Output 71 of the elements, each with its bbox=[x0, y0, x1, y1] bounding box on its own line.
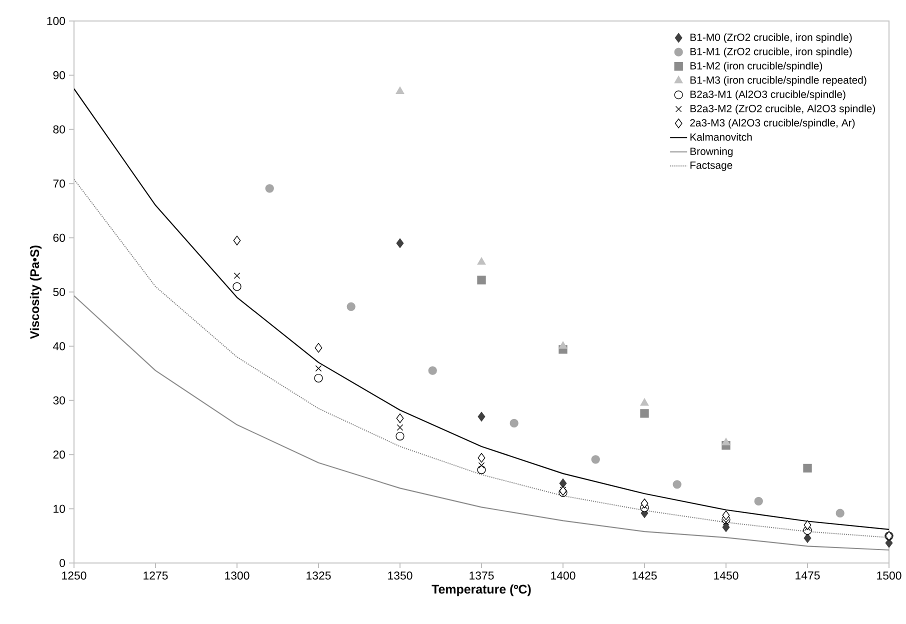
y-tick-label: 60 bbox=[53, 234, 66, 242]
point bbox=[672, 480, 682, 489]
legend-label: Browning bbox=[690, 147, 733, 158]
point bbox=[640, 498, 648, 508]
y-axis-title: Viscosity (Pa•S) bbox=[30, 246, 42, 339]
x-tick-label: 1300 bbox=[225, 572, 250, 580]
point bbox=[396, 238, 404, 248]
point bbox=[315, 365, 322, 372]
point bbox=[396, 86, 404, 94]
line-series bbox=[74, 295, 890, 551]
x-tick-label: 1400 bbox=[551, 572, 576, 580]
point bbox=[314, 342, 322, 353]
point bbox=[477, 276, 486, 284]
y-tick-label: 10 bbox=[54, 504, 66, 513]
point bbox=[722, 438, 730, 446]
y-tick-label: 20 bbox=[53, 450, 66, 459]
point bbox=[722, 522, 730, 532]
x-tick-label: 1450 bbox=[714, 572, 738, 580]
x-tick-label: 1500 bbox=[877, 572, 902, 580]
legend-label: B1-M1 (ZrO2 crucible, iron spindle) bbox=[690, 48, 852, 58]
point bbox=[477, 257, 486, 265]
point bbox=[396, 424, 404, 431]
point bbox=[396, 413, 404, 424]
point bbox=[478, 412, 486, 422]
x-tick-label: 1325 bbox=[306, 572, 331, 580]
point bbox=[428, 366, 437, 375]
y-tick-label: 50 bbox=[53, 288, 66, 296]
point bbox=[314, 374, 323, 383]
legend-label: Factsage bbox=[690, 162, 732, 171]
point bbox=[478, 453, 486, 463]
point bbox=[232, 282, 242, 291]
y-tick-label: 100 bbox=[47, 16, 66, 26]
point bbox=[346, 302, 356, 311]
legend-label: B1-M3 (iron crucible/spindle repeated) bbox=[690, 76, 866, 86]
x-tick-label: 1425 bbox=[632, 572, 657, 580]
x-tick-label: 1250 bbox=[62, 572, 86, 580]
y-tick-label: 30 bbox=[53, 396, 66, 404]
point bbox=[722, 510, 730, 520]
point bbox=[722, 519, 730, 526]
point bbox=[478, 462, 485, 469]
x-tick-label: 1350 bbox=[388, 572, 412, 580]
point bbox=[510, 418, 518, 428]
point bbox=[265, 184, 274, 193]
point bbox=[640, 398, 649, 406]
x-tick-label: 1275 bbox=[144, 572, 168, 580]
legend-label: Kalmanovitch bbox=[690, 133, 752, 141]
point bbox=[754, 496, 763, 506]
point bbox=[558, 341, 568, 349]
x-axis-title: Temperature (ºC) bbox=[432, 584, 531, 596]
point bbox=[804, 533, 812, 543]
legend-label: B1-M0 (ZrO2 crucible, iron spindle) bbox=[690, 33, 852, 44]
legend-label: 2a3-M3 (Al2O3 crucible/spindle, Ar) bbox=[690, 118, 855, 129]
x-tick-label: 1475 bbox=[796, 572, 820, 580]
point bbox=[836, 508, 844, 518]
legend-label: B2a3-M1 (Al2O3 crucible/spindle) bbox=[690, 90, 846, 100]
y-tick-label: 40 bbox=[53, 342, 66, 350]
point bbox=[804, 520, 812, 530]
y-tick-label: 70 bbox=[53, 180, 66, 188]
point bbox=[640, 409, 649, 418]
legend-label: B1-M2 (iron crucible/spindle) bbox=[690, 62, 822, 72]
point bbox=[803, 464, 812, 472]
point bbox=[559, 478, 567, 488]
point bbox=[233, 236, 241, 246]
y-tick-label: 80 bbox=[53, 125, 66, 134]
y-tick-label: 0 bbox=[60, 558, 66, 568]
point bbox=[591, 455, 600, 464]
y-tick-label: 90 bbox=[53, 71, 66, 80]
x-tick-label: 1375 bbox=[470, 572, 494, 580]
legend-label: B2a3-M2 (ZrO2 crucible, Al2O3 spindle) bbox=[690, 104, 875, 114]
point bbox=[396, 432, 404, 441]
point bbox=[234, 272, 240, 279]
